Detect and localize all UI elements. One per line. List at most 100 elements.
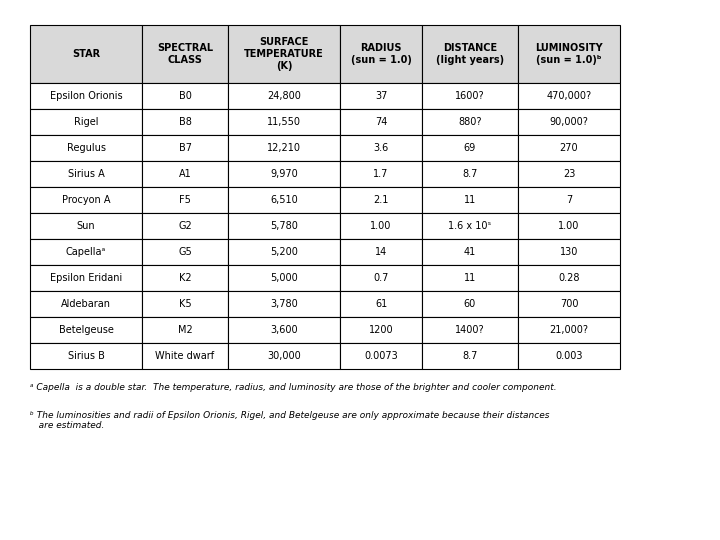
Text: Procyon A: Procyon A (62, 195, 110, 205)
Bar (340, 25, 422, 83)
Text: Capellaᵃ: Capellaᵃ (66, 247, 106, 257)
Text: 30,000: 30,000 (267, 351, 301, 361)
Text: 90,000?: 90,000? (549, 117, 588, 127)
Text: 1600?: 1600? (455, 91, 485, 101)
Text: 37: 37 (375, 91, 387, 101)
Bar (30, 161, 142, 187)
Bar (30, 239, 142, 265)
Text: 23: 23 (563, 169, 575, 179)
Text: A1: A1 (179, 169, 192, 179)
Text: G2: G2 (178, 221, 192, 231)
Text: 12,210: 12,210 (267, 143, 301, 153)
Text: 2.1: 2.1 (373, 195, 389, 205)
Bar (142, 83, 228, 109)
Text: 1.00: 1.00 (558, 221, 580, 231)
Text: Epsilon Orionis: Epsilon Orionis (50, 91, 122, 101)
Text: 9,970: 9,970 (270, 169, 298, 179)
Bar (340, 109, 422, 135)
Text: 8.7: 8.7 (462, 169, 477, 179)
Bar (142, 317, 228, 343)
Text: 1200: 1200 (369, 325, 393, 335)
Text: 6,510: 6,510 (270, 195, 298, 205)
Bar (142, 343, 228, 369)
Bar (30, 265, 142, 291)
Bar (228, 83, 340, 109)
Text: 880?: 880? (458, 117, 482, 127)
Text: 1.7: 1.7 (373, 169, 389, 179)
Bar (422, 187, 518, 213)
Bar (422, 213, 518, 239)
Bar (518, 239, 620, 265)
Bar (30, 187, 142, 213)
Text: 24,800: 24,800 (267, 91, 301, 101)
Bar (228, 135, 340, 161)
Text: B0: B0 (179, 91, 192, 101)
Bar (518, 213, 620, 239)
Bar (30, 213, 142, 239)
Text: Sirius A: Sirius A (68, 169, 104, 179)
Bar (518, 265, 620, 291)
Bar (422, 83, 518, 109)
Text: 0.28: 0.28 (558, 273, 580, 283)
Text: 3,600: 3,600 (270, 325, 298, 335)
Text: 5,780: 5,780 (270, 221, 298, 231)
Text: 270: 270 (559, 143, 578, 153)
Bar (228, 161, 340, 187)
Bar (340, 343, 422, 369)
Bar (30, 25, 142, 83)
Text: 0.7: 0.7 (373, 273, 389, 283)
Text: Sirius B: Sirius B (68, 351, 104, 361)
Bar (422, 239, 518, 265)
Bar (340, 291, 422, 317)
Text: ᵇ The luminosities and radii of Epsilon Orionis, Rigel, and Betelgeuse are only : ᵇ The luminosities and radii of Epsilon … (30, 411, 549, 430)
Bar (142, 109, 228, 135)
Text: Rigel: Rigel (73, 117, 98, 127)
Bar (340, 83, 422, 109)
Bar (142, 265, 228, 291)
Text: 60: 60 (464, 299, 476, 309)
Text: Aldebaran: Aldebaran (61, 299, 111, 309)
Bar (142, 135, 228, 161)
Bar (422, 291, 518, 317)
Text: K5: K5 (179, 299, 192, 309)
Bar (518, 135, 620, 161)
Bar (30, 317, 142, 343)
Bar (228, 343, 340, 369)
Text: SURFACE
TEMPERATURE
(K): SURFACE TEMPERATURE (K) (244, 37, 324, 71)
Text: Sun: Sun (77, 221, 95, 231)
Bar (518, 109, 620, 135)
Text: Regulus: Regulus (66, 143, 106, 153)
Text: 1.00: 1.00 (370, 221, 392, 231)
Text: 11: 11 (464, 273, 476, 283)
Bar (340, 161, 422, 187)
Text: 1.6 x 10ˢ: 1.6 x 10ˢ (449, 221, 492, 231)
Bar (30, 291, 142, 317)
Text: SPECTRAL
CLASS: SPECTRAL CLASS (157, 43, 213, 65)
Text: B7: B7 (179, 143, 192, 153)
Bar (142, 291, 228, 317)
Text: 3,780: 3,780 (270, 299, 298, 309)
Text: 0.003: 0.003 (555, 351, 582, 361)
Text: 3.6: 3.6 (374, 143, 389, 153)
Bar (340, 265, 422, 291)
Bar (340, 317, 422, 343)
Text: 41: 41 (464, 247, 476, 257)
Bar (340, 213, 422, 239)
Text: 11: 11 (464, 195, 476, 205)
Bar (228, 213, 340, 239)
Text: STAR: STAR (72, 49, 100, 59)
Bar (228, 109, 340, 135)
Bar (518, 83, 620, 109)
Bar (518, 317, 620, 343)
Bar (228, 291, 340, 317)
Bar (518, 187, 620, 213)
Bar (30, 135, 142, 161)
Text: 5,000: 5,000 (270, 273, 298, 283)
Text: Betelgeuse: Betelgeuse (58, 325, 114, 335)
Text: DISTANCE
(light years): DISTANCE (light years) (436, 43, 504, 65)
Bar (228, 265, 340, 291)
Bar (228, 239, 340, 265)
Bar (228, 187, 340, 213)
Text: 11,550: 11,550 (267, 117, 301, 127)
Bar (518, 25, 620, 83)
